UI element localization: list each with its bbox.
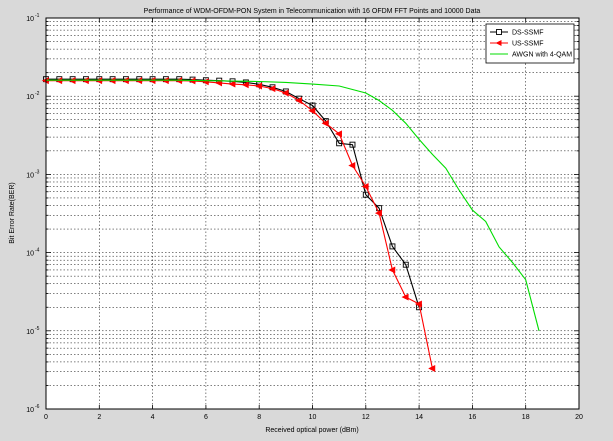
- data-point-us-ssmf: [308, 107, 316, 115]
- legend-label-ds-ssmf: DS-SSMF: [512, 30, 544, 37]
- data-point-us-ssmf: [255, 82, 263, 90]
- data-point-ds-ssmf: [336, 140, 343, 147]
- data-point-ds-ssmf: [362, 191, 369, 198]
- data-point-ds-ssmf: [402, 261, 409, 268]
- data-point-us-ssmf: [228, 80, 236, 88]
- y-axis-label: Bit Error Rate(BER): [9, 182, 16, 243]
- x-tick-label: 10: [309, 414, 317, 421]
- x-tick-label: 8: [257, 414, 261, 421]
- data-point-us-ssmf: [401, 293, 409, 301]
- data-point-ds-ssmf: [349, 141, 356, 148]
- y-tick-label: 10: [26, 16, 34, 23]
- y-tick-label: 10: [26, 94, 34, 101]
- legend-marker-us-ssmf: [495, 40, 502, 46]
- y-tick-label-exponent: -5: [35, 326, 40, 332]
- data-point-us-ssmf: [295, 97, 302, 105]
- legend-label-awgn-with-4-qam: AWGN with 4-QAM: [512, 52, 572, 59]
- y-tick-label-exponent: -4: [35, 248, 40, 254]
- legend: DS-SSMF US-SSMF AWGN with 4-QAM: [485, 23, 575, 64]
- data-point-us-ssmf: [388, 266, 396, 274]
- y-tick-label-exponent: -3: [35, 169, 40, 175]
- chart-title: Performance of WDM-OFDM-PON System in Te…: [144, 8, 481, 15]
- y-tick-label-exponent: -1: [35, 13, 40, 19]
- y-tick-label: 10: [26, 251, 34, 258]
- x-tick-label: 20: [575, 414, 583, 421]
- x-tick-label: 16: [469, 414, 477, 421]
- y-tick-label: 10: [26, 329, 34, 336]
- data-point-us-ssmf: [348, 162, 356, 169]
- y-tick-label: 10: [26, 407, 34, 414]
- data-point-us-ssmf: [414, 300, 422, 308]
- y-tick-label-exponent: -2: [35, 91, 40, 97]
- data-point-us-ssmf: [268, 85, 276, 93]
- data-point-ds-ssmf: [389, 243, 396, 250]
- x-tick-label: 14: [415, 414, 423, 421]
- data-point-us-ssmf: [374, 209, 382, 217]
- data-point-us-ssmf: [241, 81, 249, 89]
- x-tick-label: 6: [204, 414, 208, 421]
- x-tick-label: 18: [522, 414, 530, 421]
- x-tick-label: 0: [44, 414, 48, 421]
- y-tick-label: 10: [26, 172, 34, 179]
- series-line-awgn-with-4-qam: [46, 79, 540, 331]
- data-point-us-ssmf: [334, 130, 342, 138]
- data-point-us-ssmf: [281, 89, 289, 97]
- data-point-us-ssmf: [321, 119, 329, 127]
- grid: [45, 18, 580, 410]
- legend-marker-ds-ssmf: [496, 29, 502, 35]
- x-tick-label: 2: [97, 414, 101, 421]
- x-axis-label: Received optical power (dBm): [265, 427, 358, 434]
- x-tick-label: 12: [362, 414, 370, 421]
- data-point-us-ssmf: [428, 364, 436, 372]
- series-layer: [41, 76, 540, 372]
- x-tick-label: 4: [151, 414, 155, 421]
- legend-label-us-ssmf: US-SSMF: [512, 41, 544, 48]
- data-point-us-ssmf: [361, 183, 369, 190]
- data-point-ds-ssmf: [309, 102, 316, 109]
- y-tick-label-exponent: -6: [35, 404, 40, 410]
